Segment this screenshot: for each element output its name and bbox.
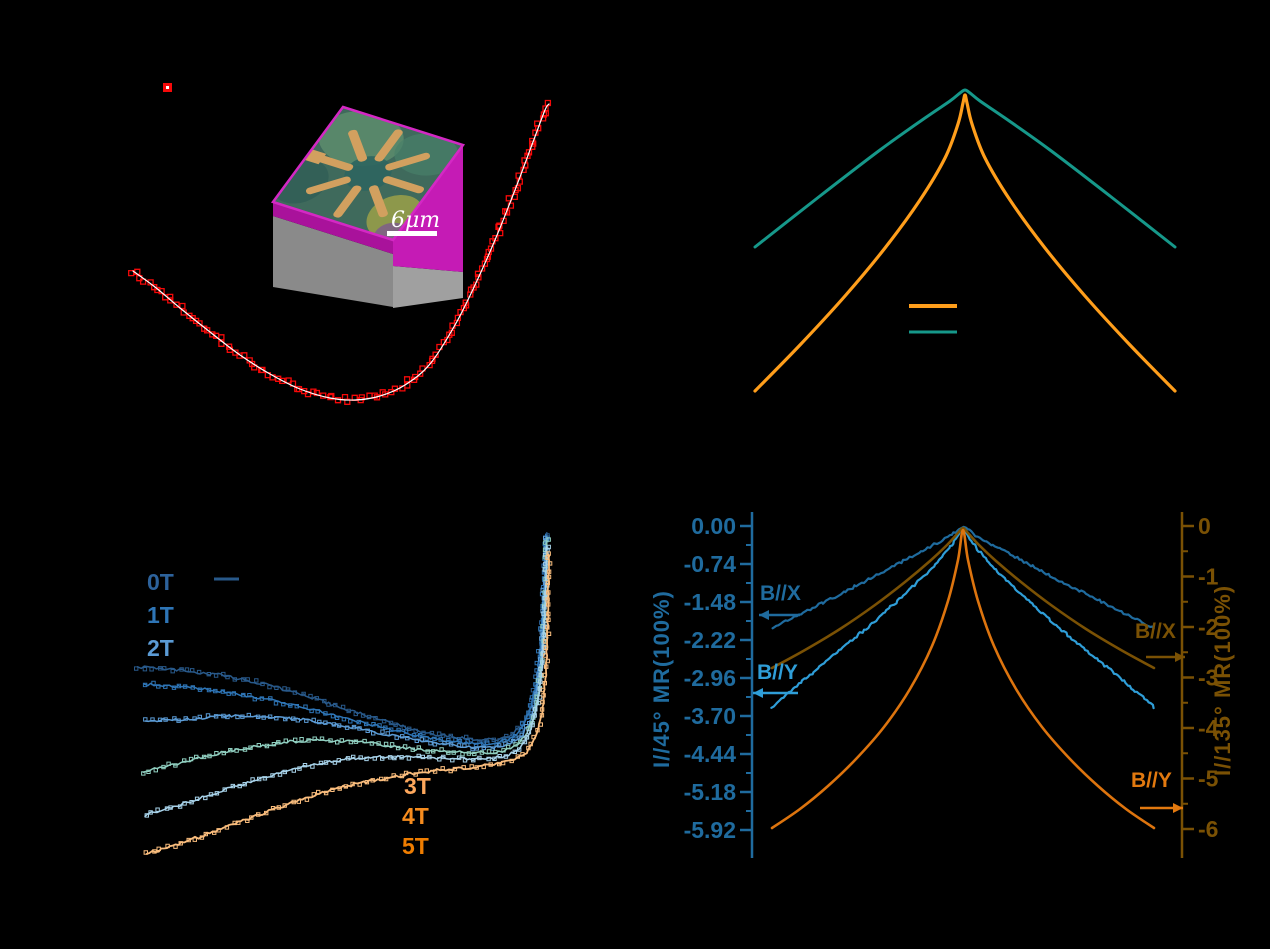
label-bx-right: B//X	[1135, 620, 1176, 643]
curve-c-1T	[143, 533, 548, 746]
top-face-border	[270, 105, 466, 242]
arrowhead	[753, 688, 763, 698]
substrate-left-face	[273, 216, 393, 307]
left-axis-tick-label: -1.48	[684, 589, 737, 615]
curve-c-4T	[144, 546, 549, 818]
right-axis-tick-label: -5	[1198, 766, 1219, 792]
generated-plots: 0.00 -0.74 -1.48 -2.22 -2.96 -3.70 -4.44 -5.18 -…	[128, 83, 1219, 858]
right-axis-tick-label: -4	[1198, 715, 1219, 741]
left-axis-tick-label: -3.70	[684, 703, 736, 729]
left-axis-title: I//45° MR(100%)	[649, 590, 674, 768]
field-label-1T: 1T	[147, 602, 174, 628]
curve-d-BX-45	[771, 525, 1155, 630]
field-label-0T: 0T	[147, 569, 174, 595]
label-by-left: B//Y	[757, 661, 798, 684]
left-axis-tick-label: -5.92	[684, 817, 736, 843]
magenta-right-face	[393, 145, 463, 272]
field-label-2T: 2T	[147, 635, 174, 661]
right-axis-tick-label: -2	[1198, 614, 1218, 640]
curve-d-BY-135	[770, 528, 1156, 830]
markers-c-5T	[143, 551, 553, 855]
curve-b-teal	[753, 88, 1177, 249]
right-axis-tick-label: 0	[1198, 513, 1211, 539]
right-axis-title: I//135° MR(100%)	[1210, 584, 1235, 776]
markers-c-0T	[134, 533, 550, 744]
arrowhead	[1173, 803, 1183, 813]
magenta-left-face	[273, 202, 393, 254]
curve-d-BY-45	[770, 526, 1155, 710]
left-axis-tick-label: 0.00	[691, 513, 736, 539]
curve-c-5T	[145, 553, 551, 855]
left-axis-tick-label: -2.96	[684, 665, 736, 691]
field-label-4T: 4T	[402, 803, 429, 829]
substrate-right-face	[393, 266, 463, 308]
field-label-5T: 5T	[402, 833, 429, 859]
field-label-3T: 3T	[404, 773, 431, 799]
curve-c-0T	[136, 531, 548, 742]
right-axis-tick-label: -3	[1198, 665, 1218, 691]
arrowhead	[759, 610, 769, 620]
right-axis-tick-label: -6	[1198, 816, 1218, 842]
legend-marker-highlight	[166, 86, 169, 89]
markers-c-1T	[142, 535, 550, 748]
label-by-right: B//Y	[1131, 769, 1172, 792]
left-axis-tick-label: -2.22	[684, 627, 736, 653]
curve-c-2T	[144, 537, 548, 750]
arrowhead	[1175, 652, 1185, 662]
left-axis-tick-label: -0.74	[684, 551, 737, 577]
left-axis-tick-label: -4.44	[684, 741, 737, 767]
curve-c-3T	[142, 540, 548, 774]
markers-c-4T	[144, 544, 551, 818]
right-axis-tick-label: -1	[1198, 564, 1219, 590]
label-bx-left: B//X	[760, 582, 801, 605]
scale-bar	[387, 231, 437, 236]
scale-bar-label: 6μm	[391, 208, 440, 233]
curve-d-BX-135	[770, 526, 1156, 670]
device-inset-photo: 6μm	[270, 105, 466, 308]
curve-a-fit	[132, 103, 550, 401]
left-axis-tick-label: -5.18	[684, 779, 737, 805]
markers-c-3T	[141, 537, 551, 776]
curve-b-orange	[753, 93, 1177, 393]
